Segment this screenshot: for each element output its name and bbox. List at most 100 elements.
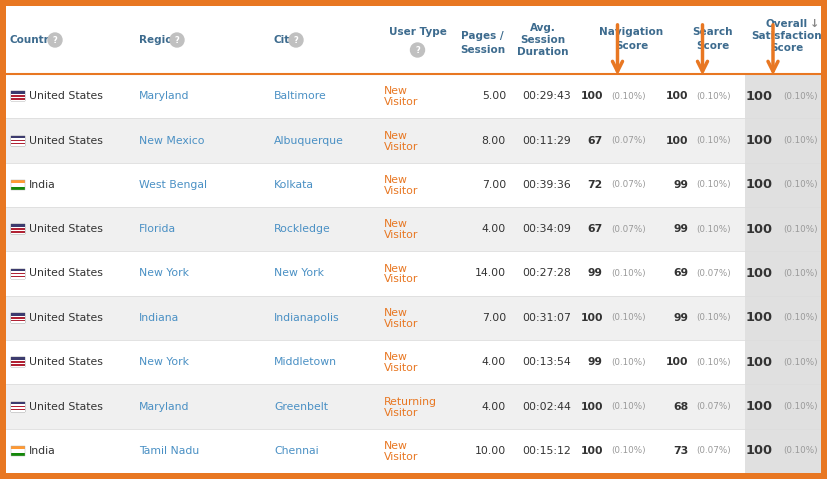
Text: (0.10%): (0.10%)	[611, 91, 646, 101]
Circle shape	[170, 33, 184, 47]
Text: New York: New York	[274, 269, 324, 278]
Text: 100: 100	[746, 445, 773, 457]
Text: Middletown: Middletown	[274, 357, 337, 367]
Text: (0.10%): (0.10%)	[611, 402, 646, 411]
Text: Maryland: Maryland	[139, 91, 189, 101]
Text: New: New	[384, 175, 408, 185]
Text: 99: 99	[673, 313, 688, 323]
Text: New York: New York	[139, 357, 189, 367]
Text: Visitor: Visitor	[384, 408, 418, 418]
Bar	[11, 446, 25, 456]
Text: (0.07%): (0.07%)	[696, 402, 731, 411]
Text: Maryland: Maryland	[139, 401, 189, 411]
Text: (0.10%): (0.10%)	[696, 225, 731, 234]
Text: Visitor: Visitor	[384, 230, 418, 240]
Text: 00:02:44: 00:02:44	[522, 401, 571, 411]
Text: 100: 100	[746, 90, 773, 103]
Bar	[11, 446, 25, 449]
Text: New York: New York	[139, 269, 189, 278]
Text: Duration: Duration	[517, 47, 568, 57]
Bar	[11, 186, 25, 190]
Text: 100: 100	[666, 136, 688, 146]
Text: (0.10%): (0.10%)	[783, 180, 818, 189]
Text: (0.10%): (0.10%)	[783, 136, 818, 145]
Bar	[11, 227, 25, 228]
Text: 99: 99	[588, 269, 603, 278]
Bar	[6, 207, 821, 251]
Text: New: New	[384, 263, 408, 274]
Text: 67: 67	[588, 224, 603, 234]
Text: (0.10%): (0.10%)	[783, 313, 818, 322]
Text: Chennai: Chennai	[274, 446, 318, 456]
Text: User Type: User Type	[389, 27, 447, 37]
Text: 14.00: 14.00	[475, 269, 506, 278]
Text: (0.10%): (0.10%)	[783, 358, 818, 366]
Text: Session: Session	[460, 45, 505, 55]
Text: 7.00: 7.00	[482, 313, 506, 323]
Text: (0.10%): (0.10%)	[611, 313, 646, 322]
Text: 72: 72	[588, 180, 603, 190]
Text: 68: 68	[673, 401, 688, 411]
Bar	[11, 363, 25, 365]
Text: 100: 100	[746, 267, 773, 280]
Bar	[11, 357, 25, 361]
Bar	[11, 360, 25, 362]
Text: Greenbelt: Greenbelt	[274, 401, 328, 411]
Bar	[11, 180, 25, 183]
Text: New: New	[384, 352, 408, 362]
Text: Kolkata: Kolkata	[274, 180, 314, 190]
Text: (0.10%): (0.10%)	[696, 180, 731, 189]
Bar	[11, 366, 25, 367]
Bar	[11, 141, 25, 143]
Text: Session: Session	[520, 35, 565, 45]
Text: ?: ?	[294, 35, 299, 45]
Text: 8.00: 8.00	[482, 136, 506, 146]
Text: Country: Country	[10, 35, 56, 45]
Bar	[11, 91, 25, 95]
Text: Baltimore: Baltimore	[274, 91, 327, 101]
Circle shape	[410, 43, 424, 57]
Bar	[11, 91, 25, 101]
Text: ↓: ↓	[810, 19, 820, 29]
Bar	[745, 251, 821, 296]
Text: 100: 100	[581, 401, 603, 411]
Bar	[745, 118, 821, 163]
Text: 00:39:36: 00:39:36	[522, 180, 571, 190]
Bar	[6, 384, 821, 429]
Text: Visitor: Visitor	[384, 186, 418, 196]
Text: (0.10%): (0.10%)	[611, 446, 646, 456]
Text: 100: 100	[746, 178, 773, 191]
Bar	[11, 97, 25, 98]
Text: Visitor: Visitor	[384, 97, 418, 107]
Text: 100: 100	[581, 446, 603, 456]
Bar	[6, 163, 821, 207]
Text: Score: Score	[771, 43, 804, 53]
Text: 00:27:28: 00:27:28	[522, 269, 571, 278]
Text: 99: 99	[673, 224, 688, 234]
Text: (0.10%): (0.10%)	[783, 269, 818, 278]
Text: United States: United States	[29, 91, 103, 101]
Bar	[6, 74, 821, 118]
Bar	[11, 453, 25, 456]
Bar	[11, 224, 25, 228]
Text: United States: United States	[29, 313, 103, 323]
Text: (0.10%): (0.10%)	[783, 446, 818, 456]
Text: 100: 100	[746, 311, 773, 324]
Bar	[745, 163, 821, 207]
Text: 4.00: 4.00	[482, 224, 506, 234]
Text: 100: 100	[746, 400, 773, 413]
Text: Satisfaction: Satisfaction	[752, 31, 822, 41]
Text: 7.00: 7.00	[482, 180, 506, 190]
Text: (0.10%): (0.10%)	[783, 402, 818, 411]
Bar	[11, 410, 25, 411]
Text: (0.07%): (0.07%)	[611, 136, 646, 145]
Text: 4.00: 4.00	[482, 357, 506, 367]
Bar	[11, 224, 25, 234]
Bar	[745, 384, 821, 429]
Bar	[11, 319, 25, 320]
Text: 67: 67	[588, 136, 603, 146]
Text: 100: 100	[746, 356, 773, 369]
Bar	[0, 0, 6, 479]
Text: Rockledge: Rockledge	[274, 224, 331, 234]
Bar	[11, 94, 25, 95]
